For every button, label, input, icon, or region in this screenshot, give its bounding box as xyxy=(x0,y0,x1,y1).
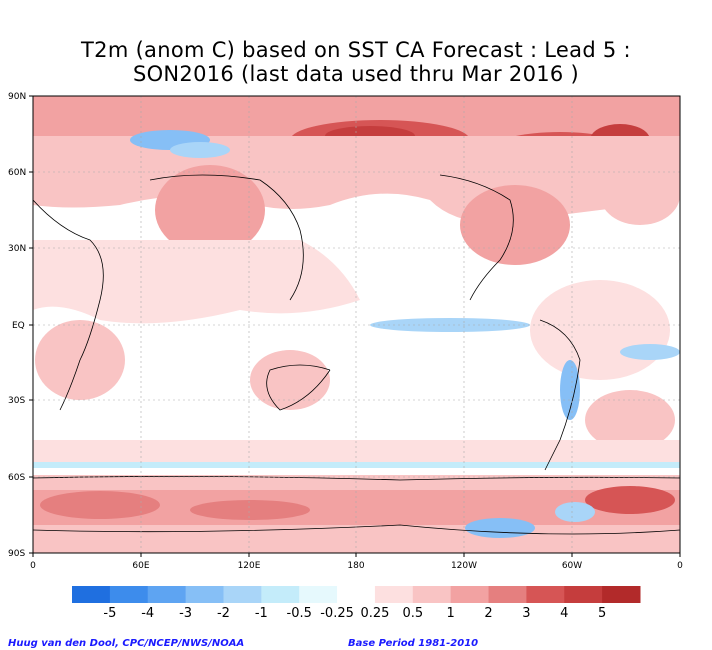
colorbar-label: 5 xyxy=(598,606,606,621)
central-asia-warm xyxy=(155,165,265,255)
map-title-line1: T2m (anom C) based on SST CA Forecast : … xyxy=(81,38,631,62)
colorbar-label: 3 xyxy=(522,606,530,621)
tropical-asia-africa-warm xyxy=(33,240,360,324)
colorbar-swatch xyxy=(109,586,149,603)
south-atlantic-warm xyxy=(585,390,675,450)
colorbar-label: -5 xyxy=(103,606,116,621)
north-atlantic-warm xyxy=(600,165,680,225)
antarctic-warm-core-central xyxy=(190,500,310,520)
lat-label-30n: 30N xyxy=(8,244,26,254)
colorbar-swatch xyxy=(450,586,490,603)
colorbar-label: 2 xyxy=(484,606,492,621)
australia-warm xyxy=(250,350,330,410)
lat-label-60s: 60S xyxy=(8,473,25,483)
lon-label-60e: 60E xyxy=(132,561,149,571)
lat-label-60n: 60N xyxy=(8,168,26,178)
colorbar-swatch xyxy=(72,586,111,603)
weddell-cool-patch xyxy=(555,502,595,522)
lon-label-120w: 120W xyxy=(451,561,477,571)
lat-label-eq: EQ xyxy=(12,321,25,331)
lat-label-90n: 90N xyxy=(8,92,26,102)
colorbar-label: -3 xyxy=(179,606,192,621)
colorbar-label: 0.25 xyxy=(360,606,389,621)
north-america-warm xyxy=(460,185,570,265)
colorbar-swatch xyxy=(337,586,376,603)
colorbar-label: -1 xyxy=(255,606,268,621)
lon-label-120e: 120E xyxy=(238,561,261,571)
colorbar-swatch xyxy=(147,586,187,603)
colorbar-label: -0.25 xyxy=(320,606,354,621)
base-period-note: Base Period 1981-2010 xyxy=(348,638,479,649)
colorbar-label: 4 xyxy=(560,606,568,621)
sh-cool-strip xyxy=(33,462,680,468)
colorbar-swatches xyxy=(72,586,641,603)
antarctic-cool-patch xyxy=(465,518,535,538)
axis-ticks xyxy=(29,95,681,557)
grid-lines xyxy=(33,96,680,553)
colorbar-swatch xyxy=(223,586,262,603)
colorbar-swatch xyxy=(185,586,224,603)
colorbar-swatch xyxy=(261,586,300,603)
colorbar-swatch xyxy=(374,586,414,603)
colorbar-swatch xyxy=(602,586,641,603)
south-america-warm xyxy=(530,280,670,380)
map-title-line2: SON2016 (last data used thru Mar 2016 ) xyxy=(132,62,580,86)
antarctic-warm-core-west xyxy=(40,491,160,519)
sh-midlat-anomaly xyxy=(33,440,680,465)
colorbar-swatch xyxy=(299,586,338,603)
lon-label-0-right: 0 xyxy=(677,561,683,571)
colorbar-swatch xyxy=(564,586,603,603)
equatorial-pacific-cool xyxy=(370,318,530,332)
colorbar-label: -4 xyxy=(141,606,154,621)
lat-label-30s: 30S xyxy=(8,396,25,406)
colorbar: -5 -4 -3 -2 -1 -0.5 -0.25 0.25 0.5 1 2 3 4 5 xyxy=(72,586,641,621)
colorbar-label: -0.5 xyxy=(287,606,312,621)
colorbar-swatch xyxy=(526,586,565,603)
lon-label-180: 180 xyxy=(347,561,364,571)
colorbar-labels: -5 -4 -3 -2 -1 -0.5 -0.25 0.25 0.5 1 2 3 4 5 xyxy=(103,606,606,621)
lon-label-0-left: 0 xyxy=(30,561,36,571)
lon-label-60w: 60W xyxy=(562,561,582,571)
colorbar-label: -2 xyxy=(217,606,230,621)
colorbar-swatch xyxy=(412,586,452,603)
equatorial-atlantic-cool xyxy=(620,344,680,360)
north-siberia-cool-edge xyxy=(170,142,230,158)
antarctic-warm-core-east xyxy=(585,486,675,514)
colorbar-label: 1 xyxy=(447,606,455,621)
andes-cool xyxy=(560,360,580,420)
colorbar-swatch xyxy=(488,586,527,603)
colorbar-label: 0.5 xyxy=(402,606,423,621)
lat-label-90s: 90S xyxy=(8,549,25,559)
author-credit: Huug van den Dool, CPC/NCEP/NWS/NOAA xyxy=(8,638,245,649)
coastlines xyxy=(33,174,680,535)
